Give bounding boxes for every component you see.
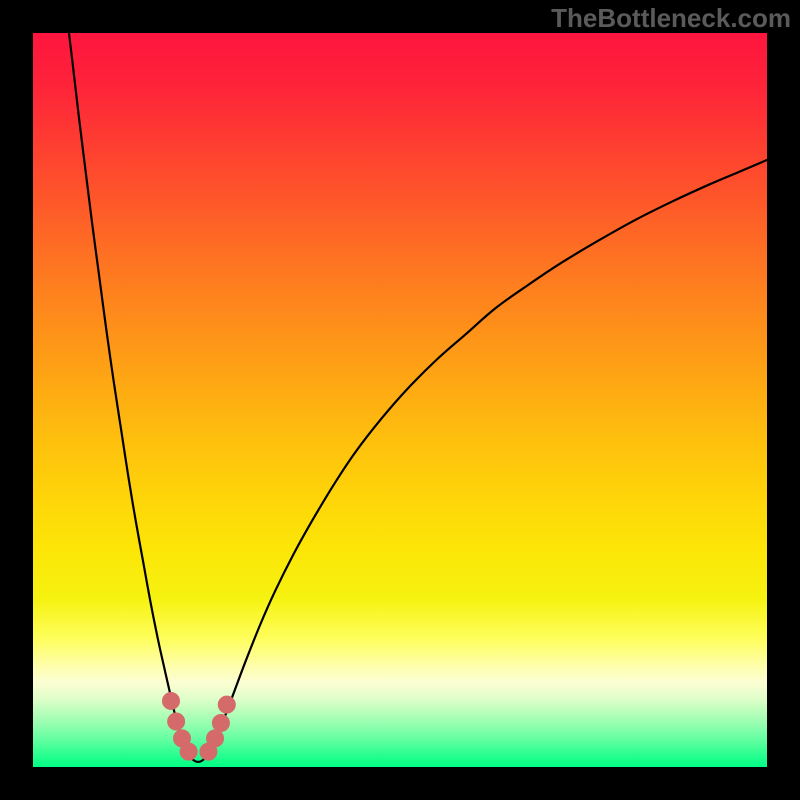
curve-marker [180, 743, 197, 760]
chart-svg [33, 33, 767, 767]
watermark-text: TheBottleneck.com [551, 3, 791, 34]
curve-marker [218, 696, 235, 713]
curve-marker [168, 713, 185, 730]
curve-marker [162, 692, 179, 709]
bottleneck-curve [69, 33, 767, 762]
marker-group [162, 692, 235, 760]
curve-marker [212, 714, 229, 731]
figure-root: TheBottleneck.com [0, 0, 800, 800]
plot-area [33, 33, 767, 767]
curve-marker [207, 730, 224, 747]
